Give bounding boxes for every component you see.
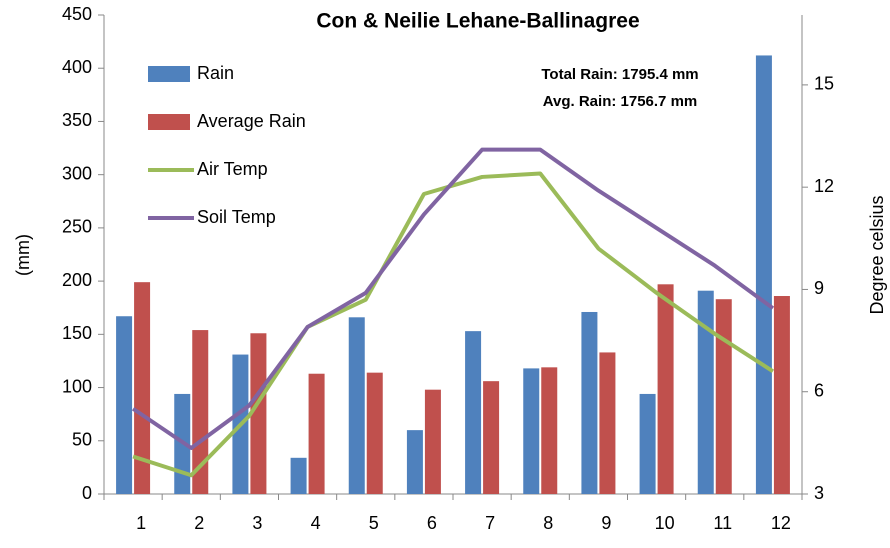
y-tick-label: 250 xyxy=(62,217,92,237)
x-tick-label: 8 xyxy=(543,513,553,533)
bar xyxy=(697,290,714,494)
bar xyxy=(483,381,500,494)
chart-title: Con & Neilie Lehane-Ballinagree xyxy=(316,10,639,33)
x-tick-label: 4 xyxy=(311,513,321,533)
y-tick-label: 200 xyxy=(62,270,92,290)
x-tick-label: 9 xyxy=(601,513,611,533)
y2-tick-label: 6 xyxy=(814,380,824,400)
y-tick-label: 300 xyxy=(62,163,92,183)
line xyxy=(132,171,775,478)
x-tick-label: 5 xyxy=(369,513,379,533)
bar xyxy=(715,299,732,494)
bar xyxy=(639,393,656,494)
y2-tick-label: 3 xyxy=(814,483,824,503)
legend-label: Air Temp xyxy=(197,159,268,179)
legend-swatch xyxy=(148,114,190,130)
bar xyxy=(406,430,423,494)
bar xyxy=(465,331,482,494)
bar xyxy=(308,373,325,494)
line xyxy=(131,147,775,450)
y2-tick-label: 9 xyxy=(814,278,824,298)
y-tick-label: 0 xyxy=(82,483,92,503)
y2-axis-label: Degree celsius xyxy=(867,195,887,314)
y-tick-label: 400 xyxy=(62,57,92,77)
y-tick-label: 150 xyxy=(62,323,92,343)
x-tick-label: 11 xyxy=(713,513,732,533)
y-tick-label: 100 xyxy=(62,376,92,396)
annotation: Total Rain: 1795.4 mm xyxy=(541,66,698,83)
y-tick-label: 50 xyxy=(72,430,92,450)
x-tick-label: 3 xyxy=(252,513,262,533)
bar xyxy=(523,368,540,494)
legend-label: Average Rain xyxy=(197,111,306,131)
bar xyxy=(424,389,441,494)
y-axis-label: (mm) xyxy=(13,234,33,276)
bar xyxy=(134,282,151,494)
bar xyxy=(116,316,133,494)
bar xyxy=(290,457,307,494)
x-tick-label: 1 xyxy=(136,513,146,533)
bar xyxy=(657,284,674,494)
bar xyxy=(348,317,365,494)
y-tick-label: 450 xyxy=(62,4,92,24)
bar xyxy=(599,352,616,494)
x-tick-label: 10 xyxy=(655,513,675,533)
annotation: Avg. Rain: 1756.7 mm xyxy=(543,93,698,110)
bar xyxy=(541,367,558,494)
bar xyxy=(192,330,209,494)
bar xyxy=(755,55,772,495)
legend-label: Soil Temp xyxy=(197,207,276,227)
legend-swatch xyxy=(148,66,190,82)
y-tick-label: 350 xyxy=(62,110,92,130)
x-tick-label: 7 xyxy=(485,513,495,533)
bar xyxy=(366,372,383,494)
y2-tick-label: 12 xyxy=(814,176,834,196)
bar xyxy=(773,296,790,494)
y2-tick-label: 15 xyxy=(814,74,834,94)
x-tick-label: 6 xyxy=(427,513,437,533)
bar xyxy=(581,311,598,494)
x-tick-label: 12 xyxy=(771,513,791,533)
bar xyxy=(250,333,267,494)
x-tick-label: 2 xyxy=(194,513,204,533)
legend-label: Rain xyxy=(197,63,234,83)
